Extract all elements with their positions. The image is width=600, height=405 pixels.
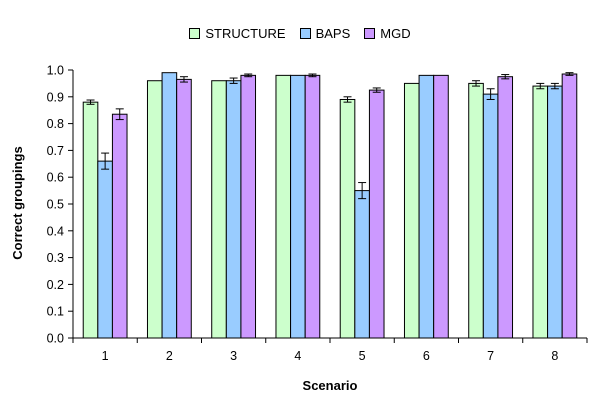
bar-structure-7 <box>468 82 484 339</box>
bar-structure-5 <box>339 98 356 339</box>
y-tick-label: 0.1 <box>47 305 64 319</box>
x-tick-label: 1 <box>102 349 109 363</box>
y-tick-label: 0.2 <box>47 278 64 292</box>
legend-item-mgd: MGD <box>364 26 411 41</box>
bar-mgd-1 <box>111 113 128 339</box>
bar-structure-4 <box>275 74 292 339</box>
y-tick-label: 0.3 <box>47 251 64 265</box>
bar-baps-6 <box>418 74 435 339</box>
bar-mgd-7 <box>497 76 514 339</box>
legend-label-structure: STRUCTURE <box>205 26 286 41</box>
x-axis-title: Scenario <box>303 378 358 393</box>
plot-area: 0.0 0.1 0.2 0.3 0.4 0.5 0.6 0.7 0.8 0.9 1.0 1 2 3 4 5 6 7… <box>47 64 588 363</box>
bar-structure-8 <box>532 85 549 339</box>
bar-mgd-6 <box>433 74 449 339</box>
bar-baps-1 <box>97 160 113 339</box>
bar-baps-4 <box>290 74 306 339</box>
y-tick-label: 0.4 <box>47 224 64 238</box>
legend-item-baps: BAPS <box>299 26 351 41</box>
y-tick-label: 0.6 <box>47 171 64 185</box>
bar-structure-6 <box>403 82 420 339</box>
legend-item-structure: STRUCTURE <box>189 26 286 41</box>
y-tick-label: 1.0 <box>47 64 64 78</box>
chart-legend: STRUCTURE BAPS MGD <box>0 26 600 41</box>
bar-mgd-2 <box>176 78 192 339</box>
legend-swatch-mgd <box>364 28 376 39</box>
bar-baps-8 <box>547 85 563 339</box>
legend-label-baps: BAPS <box>315 26 351 41</box>
bar-baps-2 <box>161 72 178 339</box>
x-tick-label: 2 <box>166 349 173 363</box>
bar-baps-3 <box>225 80 242 339</box>
bar-mgd-5 <box>368 89 385 339</box>
y-tick-label: 0.9 <box>47 90 64 104</box>
x-tick-label: 8 <box>551 349 558 363</box>
x-tick-label: 7 <box>487 349 494 363</box>
bar-baps-5 <box>354 190 370 339</box>
legend-swatch-structure <box>189 28 201 39</box>
x-tick-label: 6 <box>423 349 430 363</box>
bar-structure-1 <box>82 101 99 339</box>
y-tick-label: 0.7 <box>47 144 64 158</box>
legend-swatch-baps <box>299 28 311 39</box>
y-tick-label: 0.0 <box>47 332 64 346</box>
y-tick-label: 0.5 <box>47 198 64 212</box>
x-tick-label: 3 <box>230 349 237 363</box>
bar-mgd-8 <box>561 73 578 339</box>
bar-structure-3 <box>211 80 227 339</box>
y-tick-label: 0.8 <box>47 117 64 131</box>
x-tick-label: 4 <box>294 349 301 363</box>
legend-label-mgd: MGD <box>380 26 411 41</box>
bar-structure-2 <box>146 80 163 339</box>
bar-mgd-3 <box>240 74 257 339</box>
x-tick-label: 5 <box>359 349 366 363</box>
bar-mgd-4 <box>304 74 321 339</box>
bar-baps-7 <box>482 93 499 339</box>
y-axis-title: Correct groupings <box>10 146 25 259</box>
